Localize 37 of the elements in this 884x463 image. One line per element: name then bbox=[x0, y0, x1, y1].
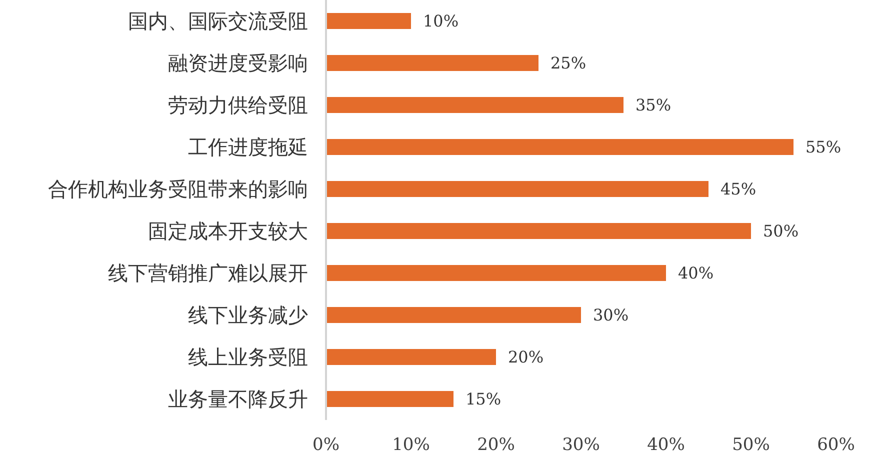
x-tick-label: 40% bbox=[647, 435, 685, 456]
x-tick-label: 10% bbox=[392, 435, 430, 456]
data-label: 15% bbox=[466, 390, 502, 409]
data-label: 10% bbox=[423, 12, 459, 31]
y-tick-label: 融资进度受影响 bbox=[168, 51, 308, 76]
y-tick-label: 国内、国际交流受阻 bbox=[128, 9, 308, 34]
bar bbox=[326, 139, 794, 156]
bar bbox=[326, 55, 538, 72]
x-tick-label: 50% bbox=[732, 435, 770, 456]
bar bbox=[326, 391, 454, 408]
bar bbox=[326, 307, 581, 324]
y-tick-label: 线下营销推广难以展开 bbox=[108, 261, 308, 286]
data-label: 40% bbox=[678, 264, 714, 283]
bar bbox=[326, 223, 751, 240]
bar bbox=[326, 349, 496, 366]
y-tick-label: 劳动力供给受阻 bbox=[168, 93, 308, 118]
y-tick-label: 业务量不降反升 bbox=[168, 387, 308, 412]
y-tick-label: 固定成本开支较大 bbox=[148, 219, 308, 244]
x-tick-label: 30% bbox=[562, 435, 600, 456]
data-label: 30% bbox=[593, 306, 629, 325]
data-label: 35% bbox=[636, 96, 672, 115]
x-tick-label: 20% bbox=[477, 435, 515, 456]
bar bbox=[326, 265, 666, 282]
data-label: 50% bbox=[763, 222, 799, 241]
data-label: 45% bbox=[720, 180, 756, 199]
x-tick-label: 0% bbox=[312, 435, 340, 456]
data-label: 25% bbox=[550, 54, 586, 73]
bar bbox=[326, 181, 708, 198]
data-label: 20% bbox=[508, 348, 544, 367]
y-tick-label: 线上业务受阻 bbox=[188, 345, 308, 370]
y-tick-label: 线下业务减少 bbox=[188, 303, 308, 328]
data-label: 55% bbox=[806, 138, 842, 157]
bar bbox=[326, 97, 624, 114]
y-tick-label: 工作进度拖延 bbox=[188, 135, 308, 160]
x-tick-label: 60% bbox=[817, 435, 855, 456]
bar bbox=[326, 13, 411, 30]
y-tick-label: 合作机构业务受阻带来的影响 bbox=[48, 177, 308, 202]
